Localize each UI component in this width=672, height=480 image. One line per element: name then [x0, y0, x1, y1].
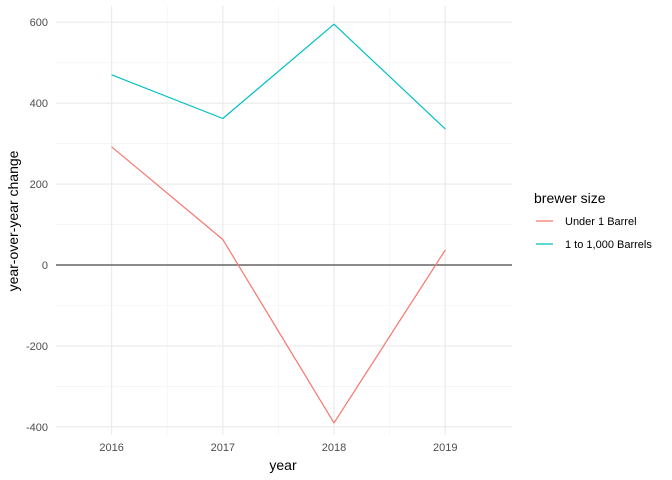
series-line-1	[111, 146, 446, 424]
y-tick-label: 400	[30, 98, 48, 110]
y-tick-label: -200	[26, 341, 48, 353]
legend-title: brewer size	[534, 190, 606, 206]
series-lines	[111, 23, 446, 424]
legend-item: Under 1 Barrel	[536, 216, 637, 228]
y-tick-label: 200	[30, 179, 48, 191]
y-tick-label: 600	[30, 17, 48, 29]
legend-label: 1 to 1,000 Barrels	[565, 239, 652, 251]
x-axis-title: year	[269, 457, 297, 473]
y-tick-label: -400	[26, 422, 48, 434]
minor-gridlines	[56, 6, 512, 435]
series-line-2	[111, 23, 446, 130]
legend: brewer size Under 1 Barrel 1 to 1,000 Bar…	[534, 190, 652, 251]
x-tick-label: 2019	[433, 442, 457, 454]
legend-items: Under 1 Barrel 1 to 1,000 Barrels	[536, 216, 652, 251]
y-axis-title: year-over-year change	[5, 150, 21, 291]
major-gridlines	[56, 6, 512, 435]
legend-label: Under 1 Barrel	[565, 216, 637, 228]
x-tick-label: 2016	[99, 442, 123, 454]
x-tick-label: 2017	[211, 442, 235, 454]
x-tick-label: 2018	[322, 442, 346, 454]
legend-item: 1 to 1,000 Barrels	[536, 239, 652, 251]
x-axis-tick-labels: 2016 2017 2018 2019	[99, 442, 457, 454]
y-tick-label: 0	[42, 260, 48, 272]
y-axis-tick-labels: -400 -200 0 200 400 600	[26, 17, 48, 434]
